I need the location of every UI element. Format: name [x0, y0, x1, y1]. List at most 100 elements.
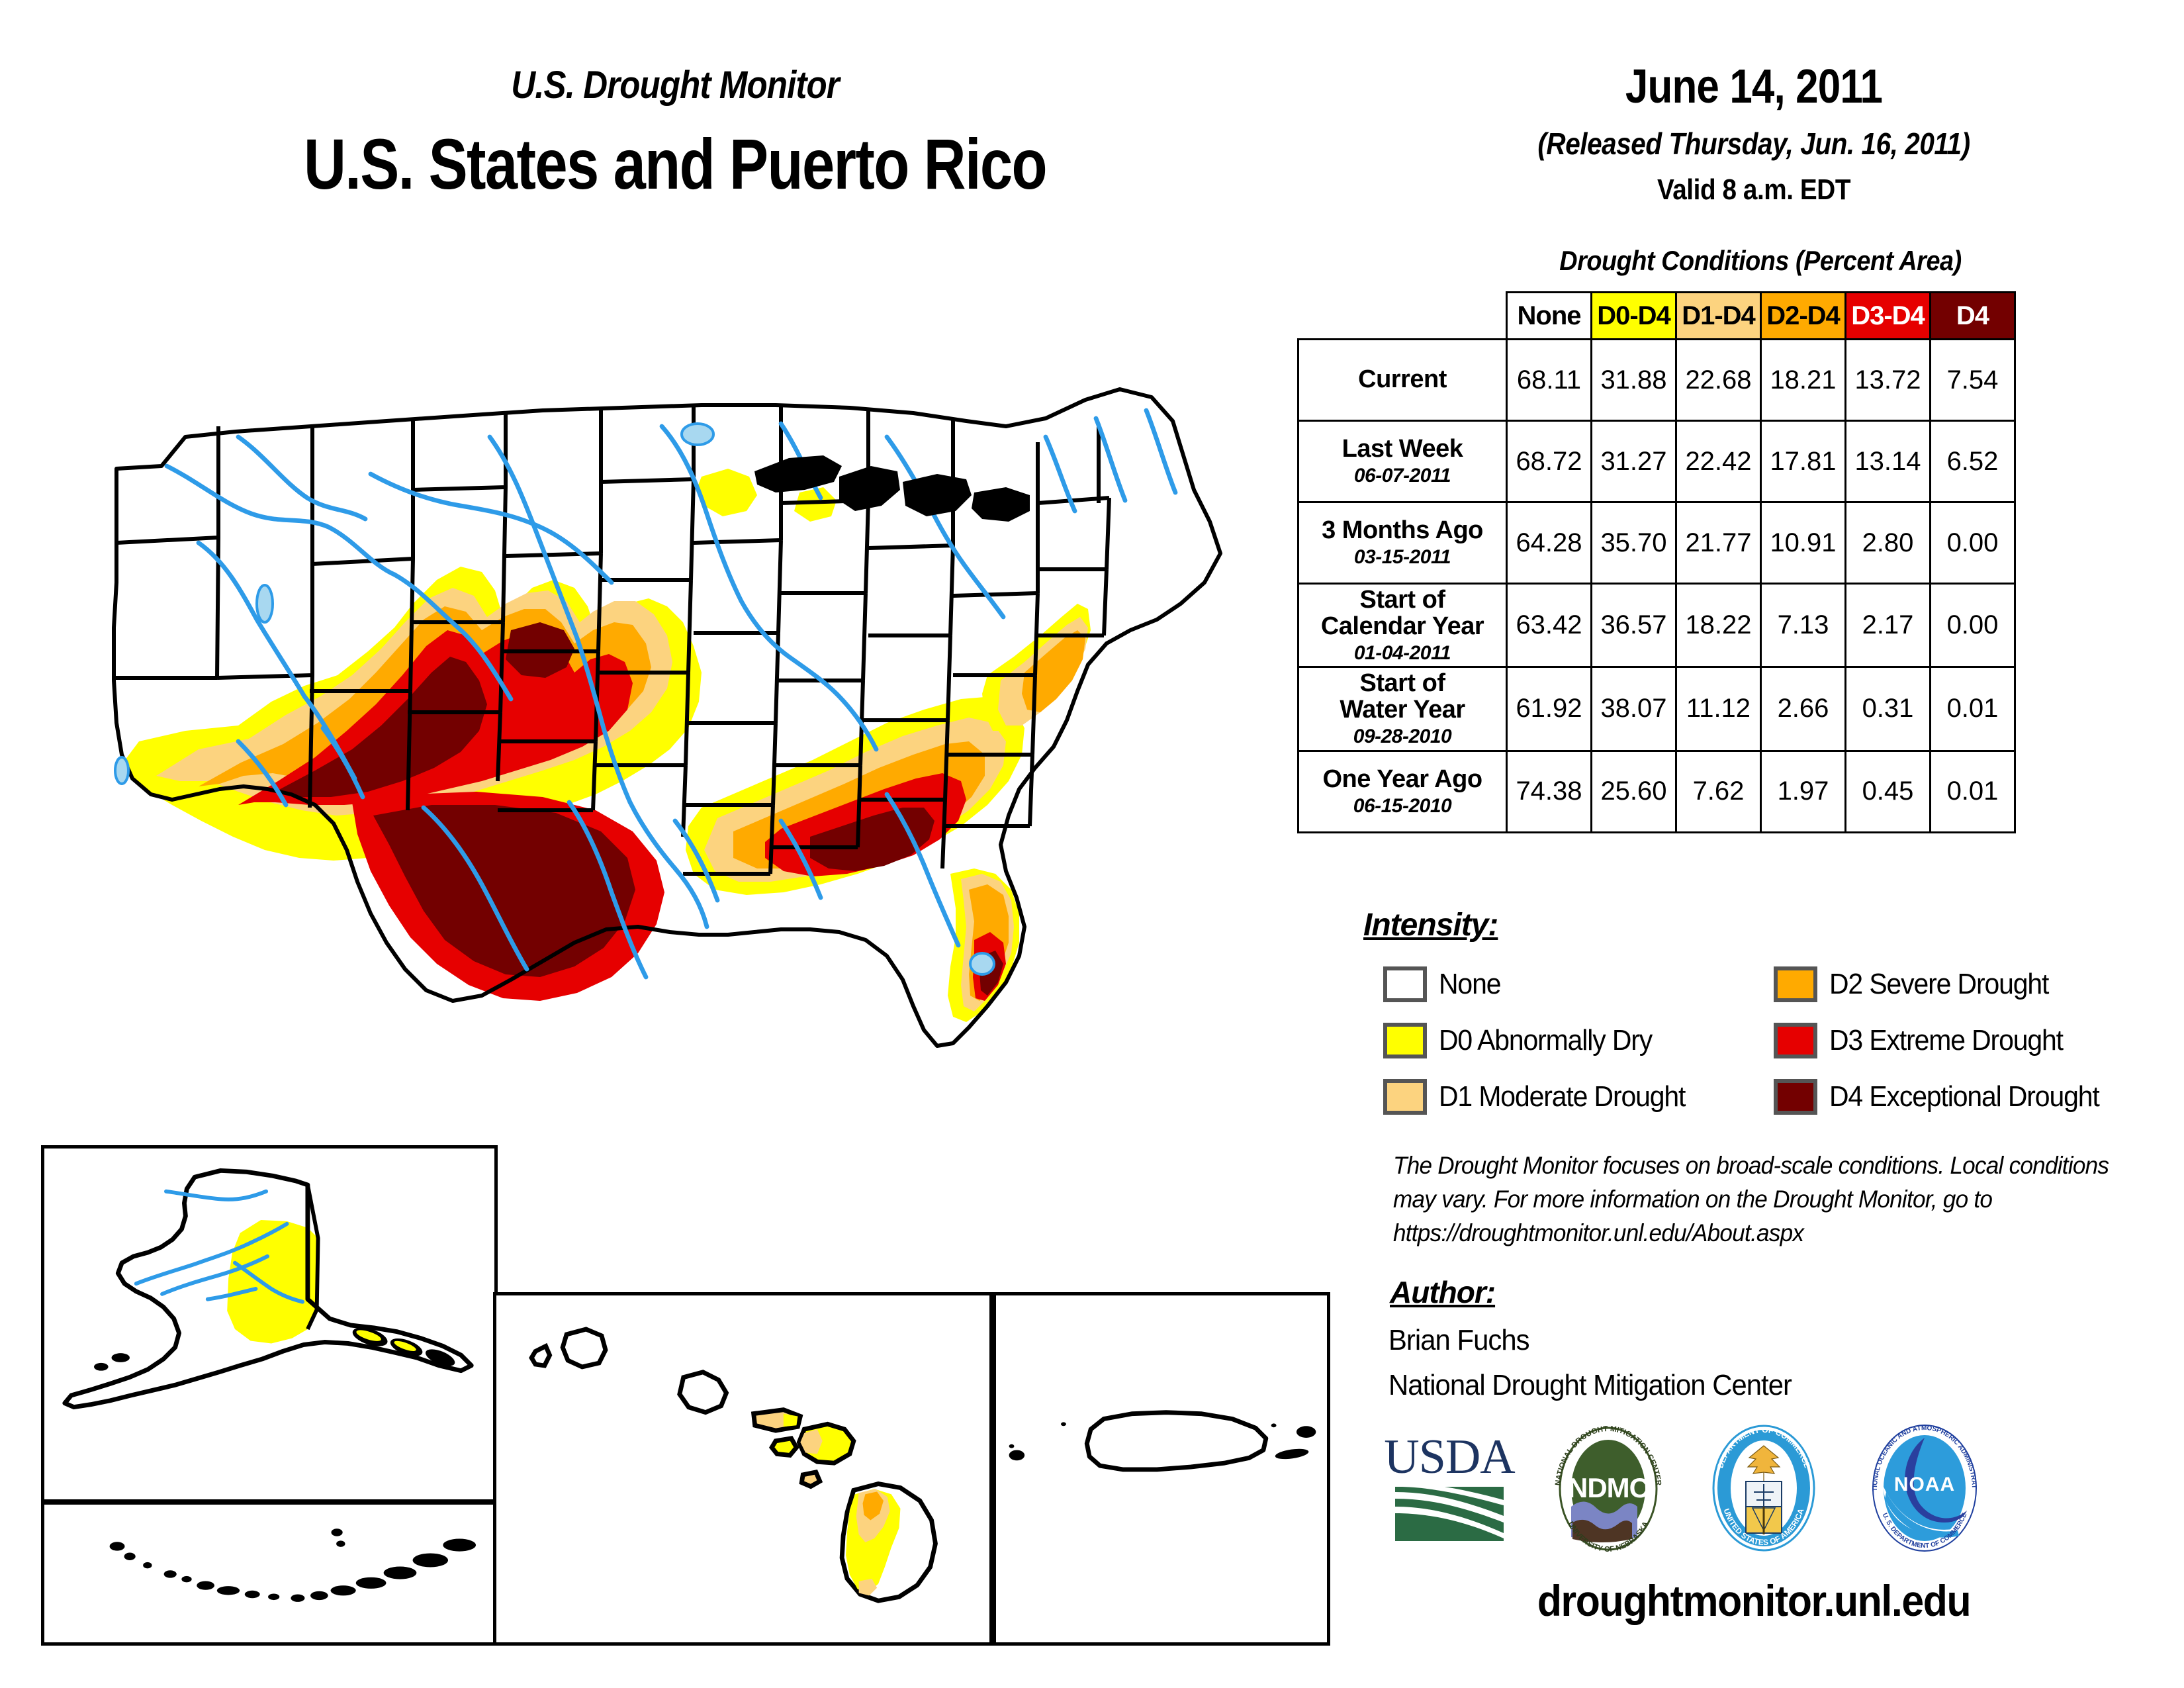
alaska-rivers [134, 1189, 305, 1304]
table-cell: 10.91 [1760, 501, 1846, 585]
release-date: (Released Thursday, Jun. 16, 2011) [1537, 126, 1970, 161]
puerto-rico-island [1084, 1410, 1269, 1472]
table-cell: 0.00 [1929, 582, 2016, 669]
table-cell: 68.11 [1506, 338, 1592, 422]
table-cell: 7.13 [1760, 582, 1846, 669]
table-cell: 31.27 [1590, 420, 1677, 503]
aleutian-inset [41, 1501, 498, 1646]
great-lakes-layer [754, 455, 1030, 522]
usda-logo: USDA [1383, 1423, 1516, 1552]
legend-label: None [1439, 968, 1501, 1000]
conus-drought-map [40, 344, 1297, 1139]
legend-swatch [1774, 1079, 1817, 1115]
table-cell: 74.38 [1506, 749, 1592, 833]
author-heading: Author: [1390, 1275, 1496, 1309]
row-label: Start of Calendar Year 01-04-2011 [1297, 582, 1508, 669]
row-label-text: 3 Months Ago [1322, 516, 1483, 545]
legend-label: D2 Severe Drought [1829, 968, 2049, 1000]
island-niihau [529, 1342, 553, 1368]
doc-logo: DEPARTMENT OF COMMERCE UNITED STATES OF … [1701, 1423, 1827, 1556]
alaska-d0-islands [356, 1330, 416, 1351]
disclaimer-text: The Drought Monitor focuses on broad-sca… [1393, 1152, 2109, 1247]
table-cell: 18.21 [1760, 338, 1846, 422]
table-cell: 38.07 [1590, 666, 1677, 752]
table-cell: 7.62 [1675, 749, 1762, 833]
row-label-date: 06-07-2011 [1353, 465, 1451, 487]
legend-item-d4: D4 Exceptional Drought [1774, 1079, 2119, 1115]
row-label-text: Last Week [1342, 435, 1463, 463]
row-label: Last Week 06-07-2011 [1297, 420, 1508, 503]
table-row: Last Week 06-07-2011 68.72 31.27 22.42 17.81 1… [1297, 420, 2016, 503]
legend-swatch [1774, 966, 1817, 1002]
noaa-logo: NOAA NATIONAL OCEANIC AND ATMOSPHERIC AD… [1857, 1418, 1989, 1556]
table-cell: 68.72 [1506, 420, 1592, 503]
table-cell: 0.45 [1844, 749, 1931, 833]
table-cell: 13.72 [1844, 338, 1931, 422]
legend-item-d3: D3 Extreme Drought [1774, 1023, 2080, 1058]
row-label: Current [1297, 338, 1508, 422]
table-cell: 0.00 [1929, 501, 2016, 585]
table-cell: 11.12 [1675, 666, 1762, 752]
table-column-header-none: None [1506, 291, 1592, 340]
puerto-rico-map-svg [1009, 1410, 1316, 1472]
alaska-border-line [306, 1184, 320, 1331]
table-cell: 7.54 [1929, 338, 2016, 422]
d4-region-southwest [275, 657, 487, 797]
table-row: Start of Calendar Year 01-04-2011 63.42 36.5… [1297, 582, 2016, 669]
table-row: One Year Ago 06-15-2010 74.38 25.60 7.62 1.97… [1297, 749, 2016, 833]
author-organization: National Drought Mitigation Center [1388, 1369, 1792, 1401]
row-label-text: Current [1358, 365, 1447, 394]
table-cell: 22.68 [1675, 338, 1762, 422]
island-kahoolawe [799, 1469, 823, 1489]
d4-region-texas [373, 805, 635, 977]
d0-region-michigan [794, 487, 837, 522]
table-cell: 6.52 [1929, 420, 2016, 503]
legend-item-none: None [1383, 966, 1505, 1002]
legend-label: D1 Moderate Drought [1439, 1080, 1686, 1113]
page-subtitle: U.S. Drought Monitor [511, 64, 839, 107]
alaska-map-svg [62, 1168, 474, 1410]
table-row: 3 Months Ago 03-15-2011 64.28 35.70 21.77 10.… [1297, 501, 2016, 585]
maui-d1 [800, 1429, 823, 1454]
table-column-header-d0-d4: D0-D4 [1590, 291, 1677, 340]
row-label-date: 09-28-2010 [1353, 726, 1452, 748]
legend-swatch [1383, 1023, 1427, 1058]
table-column-header-d2-d4: D2-D4 [1760, 291, 1846, 340]
puerto-rico-small-islands [1009, 1422, 1316, 1461]
table-cell: 61.92 [1506, 666, 1592, 752]
row-label-text: One Year Ago [1322, 765, 1482, 793]
hawaii-d1-south [858, 1578, 878, 1596]
website-url: droughtmonitor.unl.edu [1537, 1576, 1972, 1625]
hawaii-inset [493, 1292, 993, 1646]
legend-label: D4 Exceptional Drought [1829, 1080, 2100, 1113]
table-cell: 1.97 [1760, 749, 1846, 833]
legend-heading: Intensity: [1363, 908, 1498, 943]
table-corner-cell [1298, 293, 1507, 340]
row-label: 3 Months Ago 03-15-2011 [1297, 501, 1508, 585]
puerto-rico-inset [993, 1292, 1330, 1646]
table-body: Current 68.11 31.88 22.68 18.21 13.72 7.54 Last… [1297, 338, 2016, 833]
legend-swatch [1383, 1079, 1427, 1115]
alaska-coastline [62, 1168, 474, 1410]
aleutian-map-svg [109, 1528, 476, 1602]
aleutian-islands [109, 1528, 476, 1602]
table-column-header-d4: D4 [1929, 291, 2016, 340]
lakes-layer [114, 422, 995, 976]
table-cell: 0.01 [1929, 666, 2016, 752]
table-cell: 25.60 [1590, 749, 1677, 833]
table-row: Current 68.11 31.88 22.68 18.21 13.72 7.54 [1297, 338, 2016, 422]
molokai-d0 [783, 1413, 798, 1427]
page-title: U.S. States and Puerto Rico [303, 124, 1048, 204]
table-cell: 18.22 [1675, 582, 1762, 669]
agency-logos: USDA NDMC NATIONAL DROUGHT MITI [1383, 1418, 2098, 1556]
table-cell: 17.81 [1760, 420, 1846, 503]
table-cell: 63.42 [1506, 582, 1592, 669]
svg-text:USDA: USDA [1384, 1430, 1515, 1484]
d0-region-minnesota [696, 469, 757, 516]
alaska-inset [41, 1145, 498, 1503]
rivers-layer [164, 408, 1178, 980]
row-label-date: 03-15-2011 [1353, 546, 1451, 569]
legend-swatch [1774, 1023, 1817, 1058]
table-cell: 2.17 [1844, 582, 1931, 669]
